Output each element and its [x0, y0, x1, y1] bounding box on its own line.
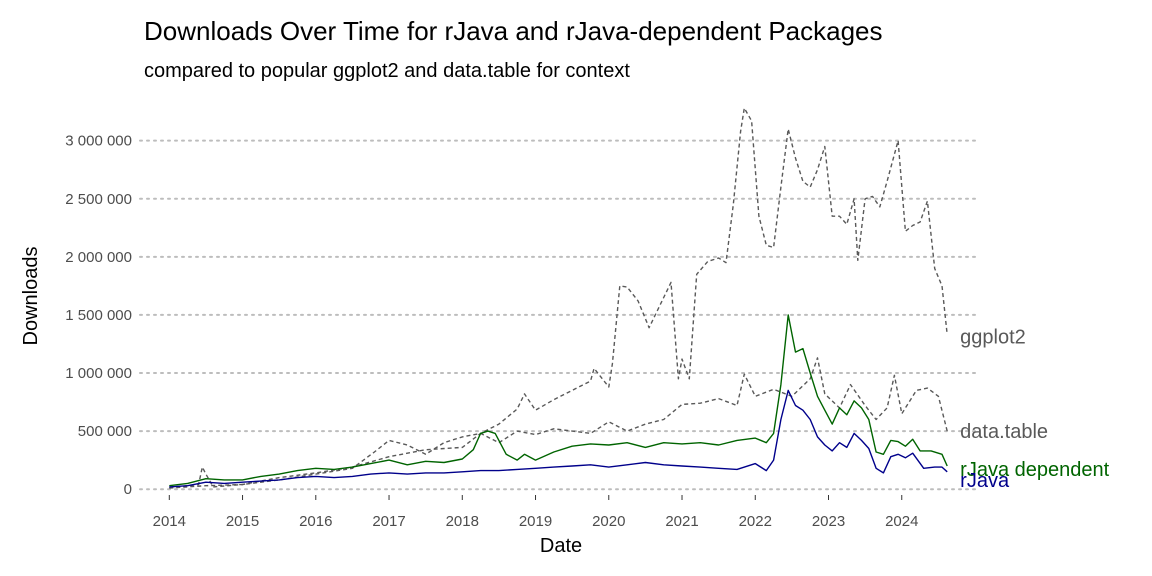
- gridlines: [139, 139, 976, 491]
- y-tick-label: 1 500 000: [65, 307, 132, 324]
- x-tick-label: 2014: [153, 513, 186, 530]
- series-line-0: [169, 107, 948, 489]
- y-axis-title: Downloads: [20, 247, 42, 346]
- series-lines: [169, 107, 948, 489]
- series-label-0: ggplot2: [960, 327, 1026, 349]
- x-axis-title: Date: [540, 535, 582, 557]
- chart-subtitle: compared to popular ggplot2 and data.tab…: [144, 60, 630, 82]
- x-tick-label: 2018: [446, 513, 479, 530]
- x-tick-label: 2024: [885, 513, 918, 530]
- y-tick-label: 1 000 000: [65, 365, 132, 382]
- chart-title: Downloads Over Time for rJava and rJava-…: [144, 16, 883, 46]
- series-label-1: data.table: [960, 421, 1048, 443]
- x-axis-ticks: 2014 2015 2016 2017 2018 2019 2020 2021 2022 2023…: [153, 495, 918, 530]
- x-tick-label: 2020: [592, 513, 625, 530]
- y-axis-ticks: 0 500 000 1 000 000 1 500 000 2 000 000 2 500…: [65, 133, 132, 499]
- series-line-1: [169, 357, 948, 489]
- y-tick-label: 2 000 000: [65, 249, 132, 266]
- y-tick-label: 3 000 000: [65, 133, 132, 150]
- y-tick-label: 0: [124, 481, 132, 498]
- x-tick-label: 2015: [226, 513, 259, 530]
- series-line-3: [169, 389, 948, 488]
- series-label-2: rJava dependent: [960, 459, 1109, 481]
- series-label-3: rJava: [960, 470, 1010, 492]
- x-tick-label: 2022: [739, 513, 772, 530]
- x-tick-label: 2023: [812, 513, 845, 530]
- series-line-2: [169, 314, 948, 487]
- x-tick-label: 2017: [372, 513, 405, 530]
- x-tick-label: 2019: [519, 513, 552, 530]
- x-tick-label: 2016: [299, 513, 332, 530]
- y-tick-label: 2 500 000: [65, 191, 132, 208]
- y-tick-label: 500 000: [78, 423, 132, 440]
- x-tick-label: 2021: [665, 513, 698, 530]
